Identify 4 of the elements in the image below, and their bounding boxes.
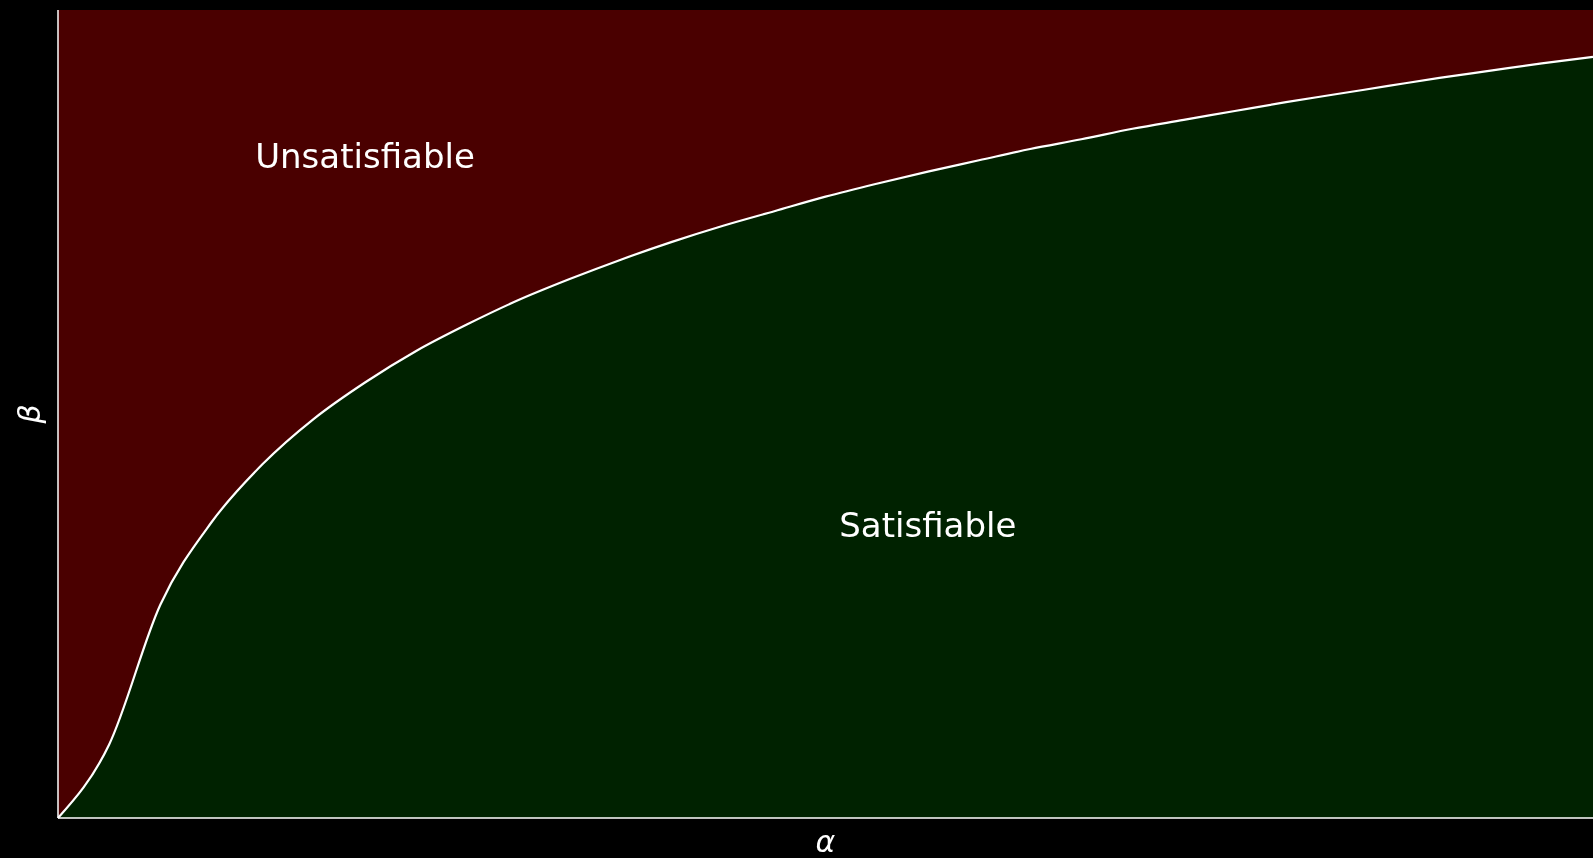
- y-axis-title: β: [12, 404, 47, 425]
- series-label: Satisfiable: [839, 504, 1017, 545]
- x-axis-title: α: [815, 824, 836, 858]
- series-label: Unsatisfiable: [255, 136, 475, 177]
